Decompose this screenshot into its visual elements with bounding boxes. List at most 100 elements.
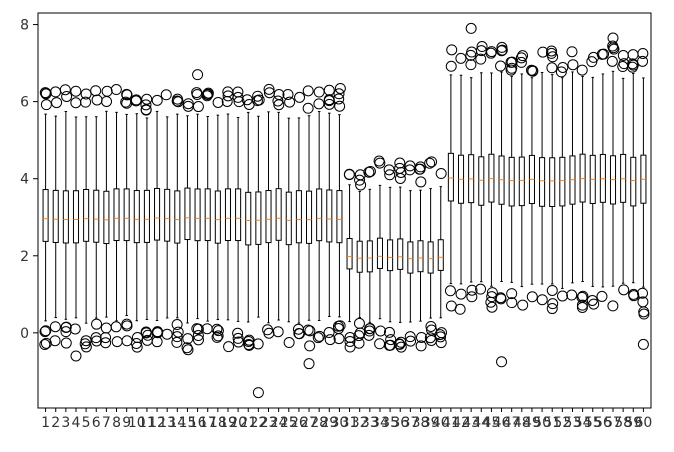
- box: [52, 189, 59, 243]
- y-tick-label: 2: [20, 249, 29, 265]
- x-tick-label: 26: [290, 415, 308, 431]
- outlier-point: [121, 335, 133, 347]
- outlier-point: [415, 340, 427, 352]
- y-tick-label: 4: [20, 172, 29, 188]
- outlier-point: [547, 298, 559, 310]
- y-tick-label: 0: [20, 326, 29, 342]
- outlier-point: [262, 324, 274, 336]
- x-tick-label: 14: [168, 415, 186, 431]
- box: [539, 157, 546, 207]
- x-tick-label: 29: [320, 415, 338, 431]
- outlier-point: [353, 337, 365, 349]
- outlier-point: [333, 88, 345, 100]
- x-tick-label: 1: [41, 415, 50, 431]
- box: [184, 187, 191, 241]
- x-tick-label: 8: [112, 415, 121, 431]
- outlier-point: [251, 95, 263, 107]
- box: [103, 190, 110, 245]
- outlier-point: [252, 387, 264, 399]
- outlier-point: [495, 293, 507, 305]
- outlier-point: [101, 95, 113, 107]
- outlier-point: [232, 332, 244, 344]
- outlier-point: [354, 174, 366, 186]
- outlier-point: [363, 166, 375, 178]
- box: [549, 157, 556, 207]
- outlier-point: [90, 85, 102, 97]
- x-tick-label: 16: [189, 415, 207, 431]
- outlier-point: [506, 56, 518, 68]
- outlier-point: [171, 319, 183, 331]
- outlier-point: [496, 44, 508, 56]
- outlier-point: [555, 66, 567, 78]
- outlier-point: [628, 288, 640, 300]
- x-tick-label: 52: [553, 415, 571, 431]
- outlier-point: [547, 51, 559, 63]
- outlier-point: [140, 104, 152, 116]
- outlier-point: [566, 46, 578, 58]
- outlier-point: [69, 323, 81, 335]
- outlier-point: [171, 331, 183, 343]
- outlier-point: [517, 50, 529, 62]
- outlier-point: [110, 84, 122, 96]
- x-tick-label: 30: [331, 415, 349, 431]
- box: [72, 190, 80, 244]
- x-tick-label: 56: [594, 415, 612, 431]
- x-tick-label: 60: [634, 415, 652, 431]
- x-tick-label: 43: [462, 415, 480, 431]
- outlier-point: [60, 337, 72, 349]
- x-tick-label: 4: [72, 415, 81, 431]
- box: [174, 190, 181, 244]
- x-tick-label: 50: [533, 415, 551, 431]
- outlier-point: [141, 93, 153, 105]
- outlier-point: [546, 284, 558, 296]
- outlier-point: [333, 93, 345, 105]
- box: [336, 190, 343, 244]
- outlier-point: [394, 338, 406, 350]
- outlier-point: [212, 330, 224, 342]
- x-tick-label: 54: [574, 415, 592, 431]
- x-tick-label: 49: [523, 415, 541, 431]
- outlier-point: [282, 88, 294, 100]
- x-tick-label: 47: [503, 415, 521, 431]
- outlier-point: [395, 341, 407, 353]
- outlier-point: [212, 325, 224, 337]
- outlier-point: [455, 288, 467, 300]
- outlier-point: [91, 318, 103, 330]
- outlier-point: [404, 331, 416, 343]
- box: [194, 188, 201, 242]
- outlier-point: [70, 350, 82, 362]
- x-tick-label: 7: [102, 415, 111, 431]
- outlier-point: [546, 303, 558, 315]
- outlier-point: [576, 299, 588, 311]
- box: [113, 188, 120, 242]
- outlier-point: [91, 94, 103, 106]
- outlier-point: [557, 61, 569, 73]
- outlier-point: [637, 296, 649, 308]
- outlier-point: [415, 176, 427, 188]
- x-tick-label: 35: [381, 415, 399, 431]
- outlier-point: [638, 306, 650, 318]
- outlier-point: [302, 102, 314, 114]
- outlier-point: [130, 95, 142, 107]
- outlier-point: [211, 331, 223, 343]
- outlier-point: [375, 325, 387, 337]
- outlier-point: [140, 99, 152, 111]
- x-tick-label: 37: [401, 415, 419, 431]
- outlier-point: [323, 327, 335, 339]
- outlier-point: [546, 45, 558, 57]
- outlier-point: [303, 358, 315, 370]
- box: [245, 191, 252, 246]
- x-tick-label: 38: [412, 415, 430, 431]
- outlier-point: [202, 87, 214, 99]
- x-tick-label: 36: [391, 415, 409, 431]
- x-tick-label: 40: [432, 415, 450, 431]
- x-tick-label: 57: [604, 415, 622, 431]
- box: [630, 156, 637, 207]
- x-tick-label: 23: [260, 415, 278, 431]
- outlier-point: [486, 301, 498, 313]
- outlier-point: [637, 338, 649, 350]
- x-tick-label: 13: [158, 415, 176, 431]
- outlier-point: [272, 95, 284, 107]
- outlier-point: [192, 330, 204, 342]
